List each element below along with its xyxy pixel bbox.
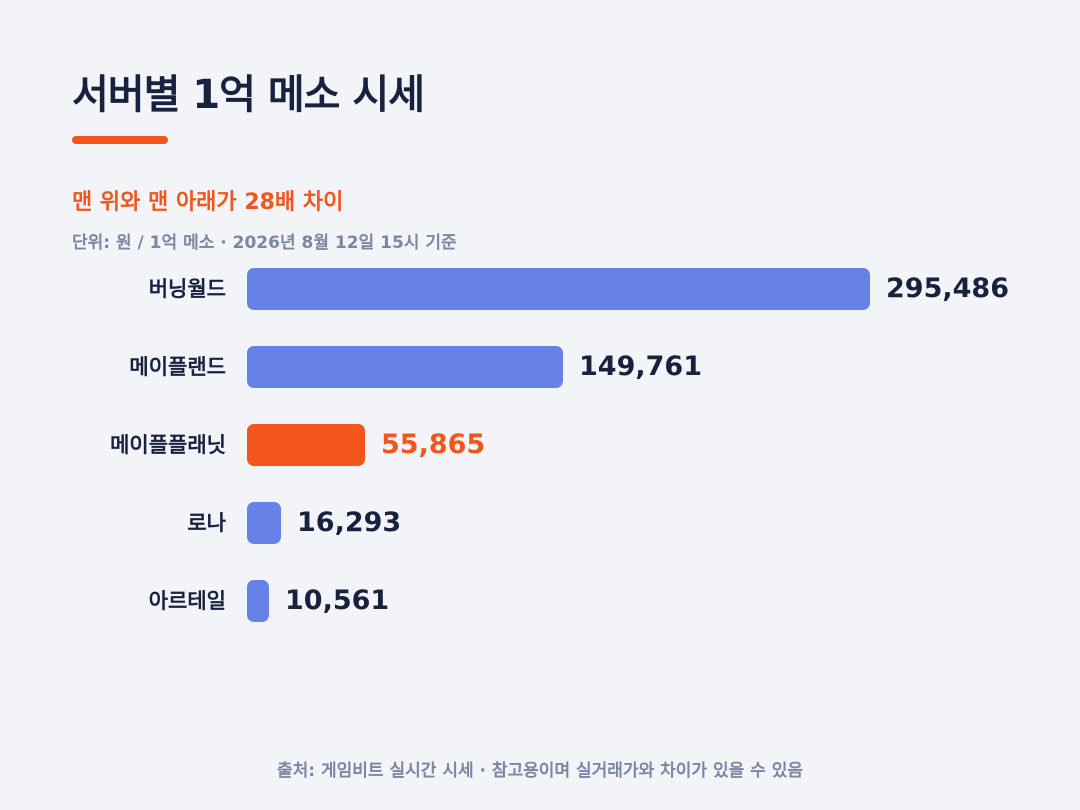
unit-note: 단위: 원 / 1억 메소 · 2026년 8월 12일 15시 기준 [72, 233, 457, 253]
category-label: 버닝월드 [148, 277, 226, 301]
source-note: 출처: 게임비트 실시간 시세 · 참고용이며 실거래가와 차이가 있을 수 있… [277, 761, 803, 781]
bar-row: 버닝월드 295,486 [0, 268, 1080, 310]
value-label: 55,865 [381, 429, 486, 460]
bar [247, 346, 563, 388]
chart-subtitle: 맨 위와 맨 아래가 28배 차이 [72, 190, 344, 215]
bar-row: 아르테일 10,561 [0, 580, 1080, 622]
category-label: 메이플플래닛 [110, 433, 226, 457]
bar-row: 로나 16,293 [0, 502, 1080, 544]
value-label: 10,561 [285, 585, 390, 616]
category-label: 아르테일 [148, 589, 226, 613]
bar [247, 580, 269, 622]
bar [247, 502, 281, 544]
bar-row: 메이플플래닛 55,865 [0, 424, 1080, 466]
title-accent-bar [72, 136, 168, 144]
value-label: 16,293 [297, 507, 402, 538]
value-label: 149,761 [579, 351, 702, 382]
value-label: 295,486 [886, 273, 1009, 304]
chart-title: 서버별 1억 메소 시세 [72, 72, 425, 118]
bar [247, 268, 870, 310]
bar-row: 메이플랜드 149,761 [0, 346, 1080, 388]
category-label: 메이플랜드 [129, 355, 226, 379]
category-label: 로나 [187, 511, 226, 535]
bar-highlight [247, 424, 365, 466]
